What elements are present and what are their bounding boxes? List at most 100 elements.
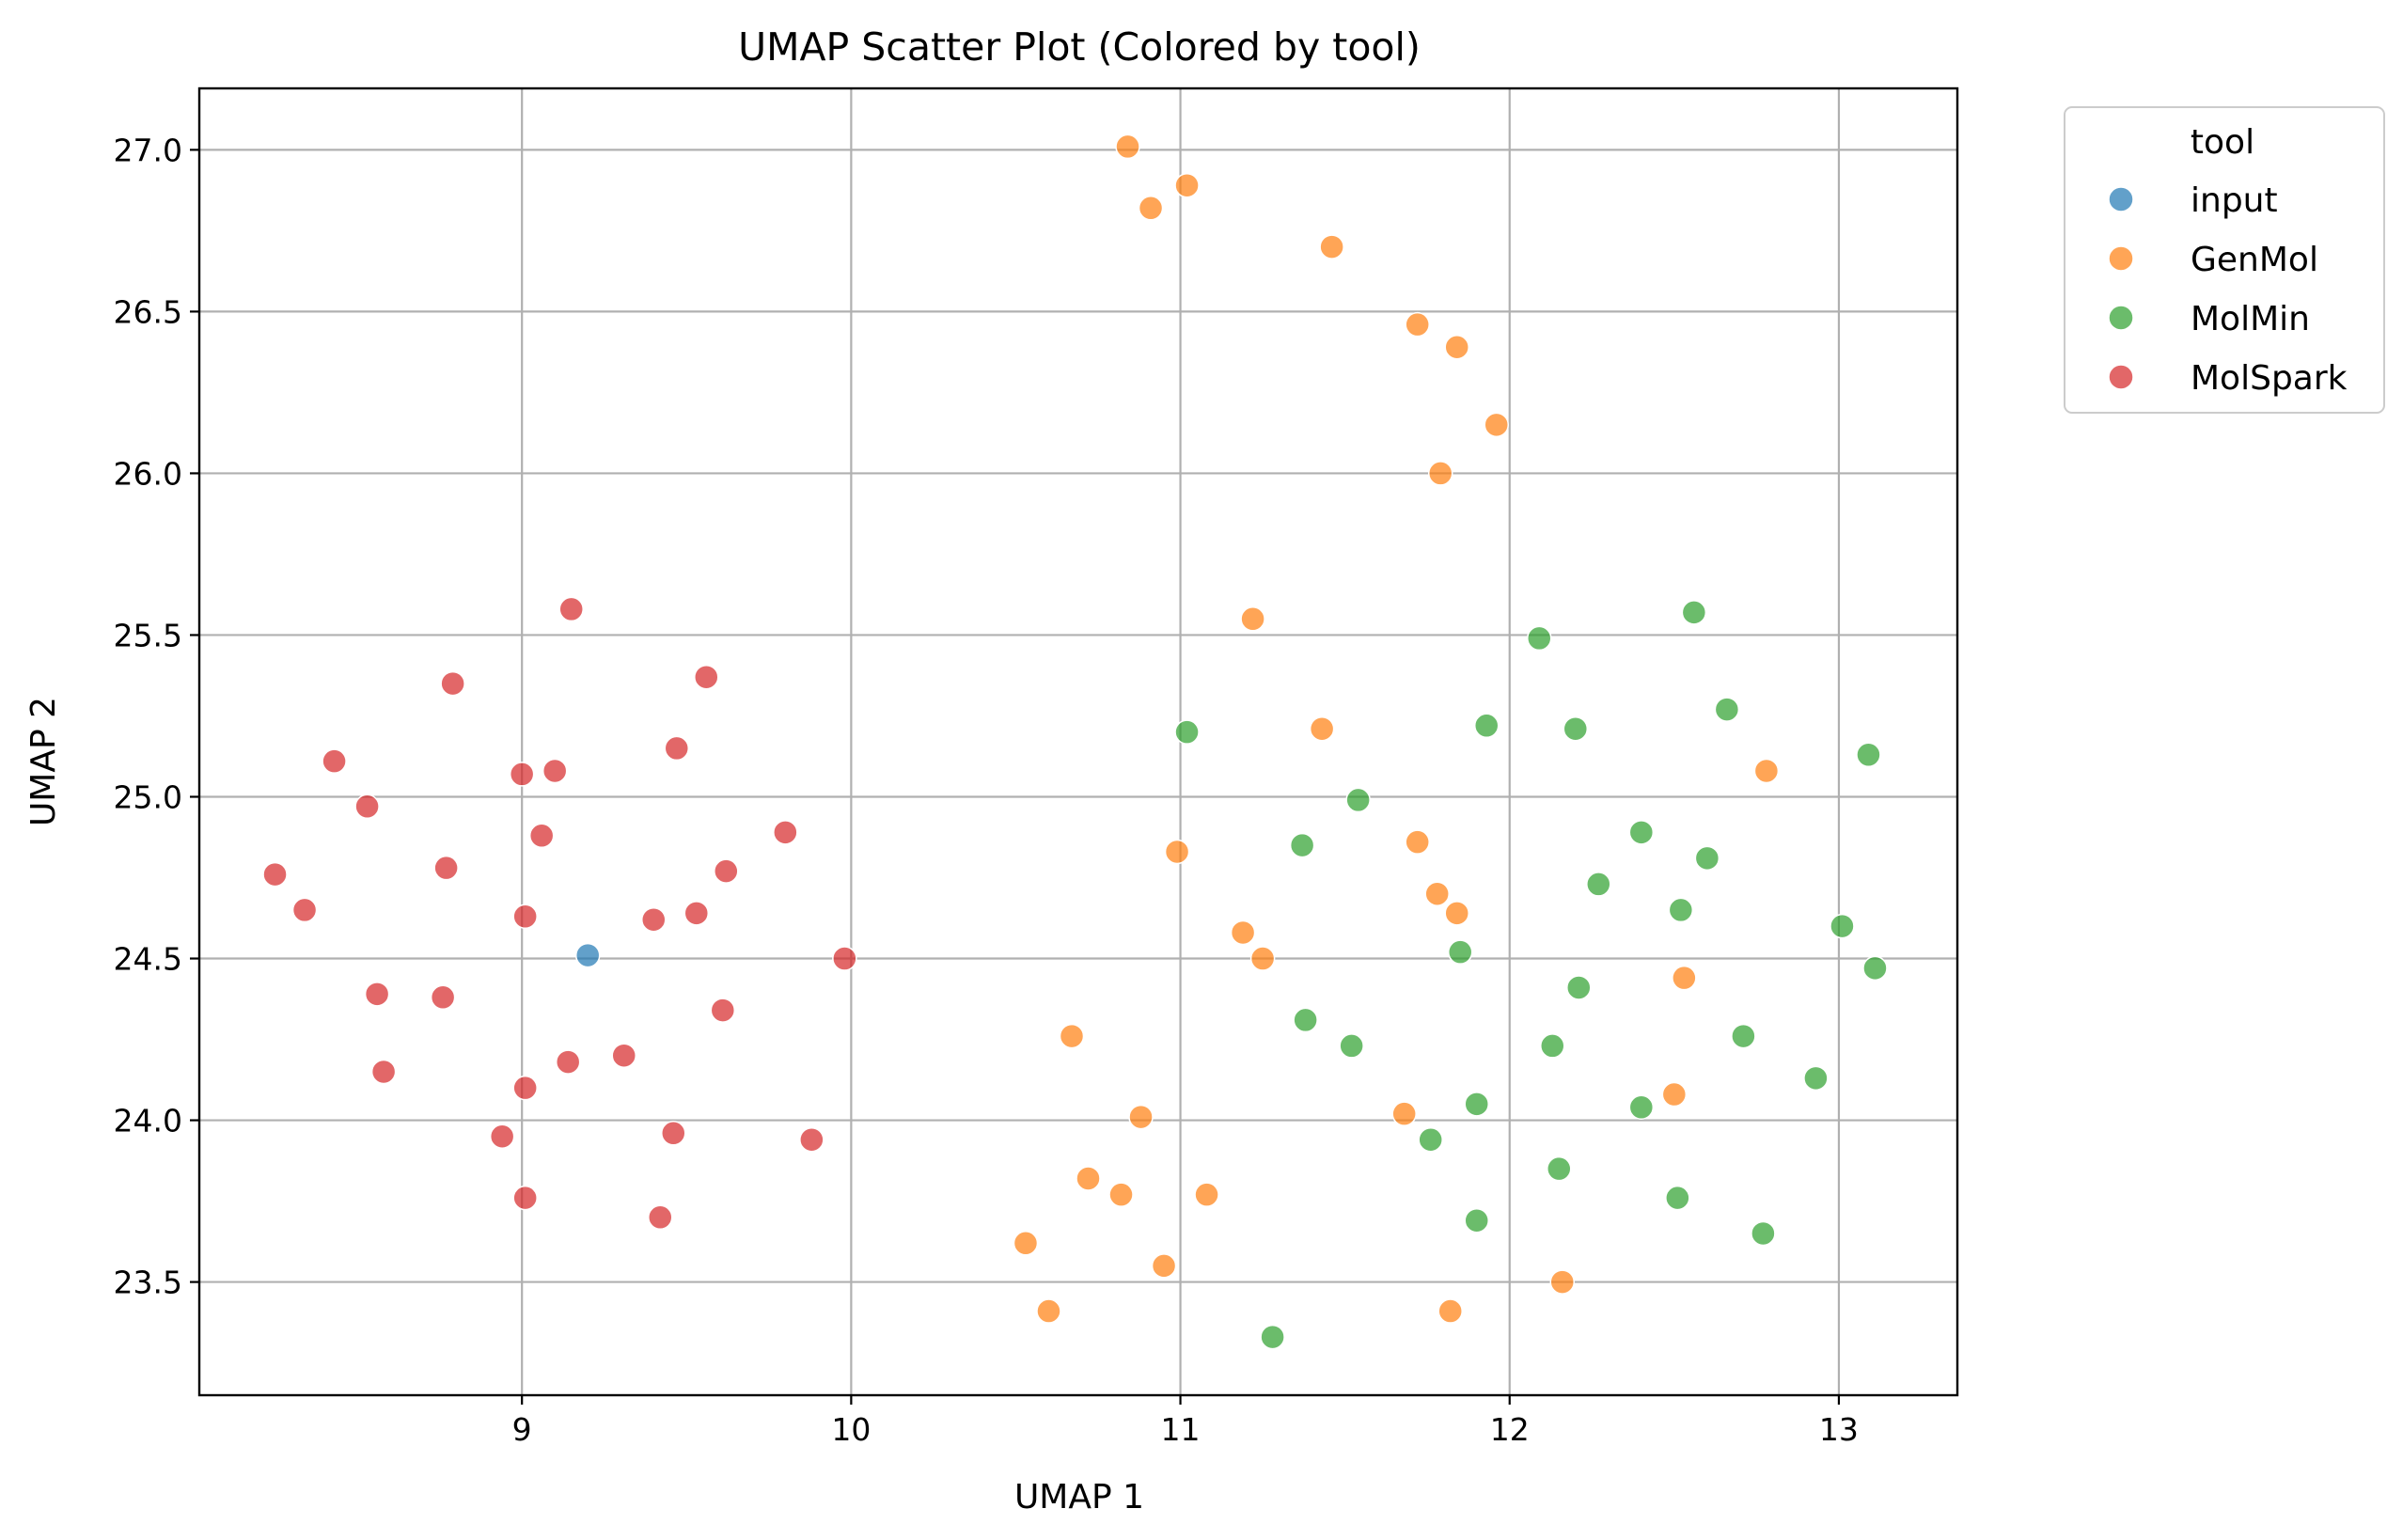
data-point	[1249, 946, 1276, 971]
data-point	[1464, 1092, 1489, 1117]
data-point	[1547, 1155, 1572, 1182]
legend-entry-molmin: MolMin	[2108, 300, 2310, 338]
x-tick-label: 9	[512, 1411, 532, 1448]
data-point	[1151, 1253, 1177, 1279]
data-point	[664, 735, 690, 762]
data-point	[710, 998, 736, 1023]
data-point	[1830, 913, 1855, 939]
data-point	[799, 1126, 825, 1153]
data-point	[1345, 787, 1371, 813]
data-point	[1391, 1101, 1417, 1126]
y-tick-label: 24.0	[114, 1103, 182, 1139]
series-molspark	[262, 596, 857, 1231]
data-point	[1753, 758, 1780, 784]
plot-frame	[197, 86, 1959, 1397]
data-point	[512, 1185, 538, 1211]
data-point	[1527, 625, 1552, 652]
y-axis-label: UMAP 2	[24, 697, 63, 826]
data-point	[1164, 839, 1190, 865]
data-point	[1059, 1023, 1085, 1049]
y-tick-label: 26.0	[114, 455, 182, 492]
data-point	[430, 984, 456, 1011]
data-point	[1665, 1185, 1690, 1211]
data-point	[489, 1124, 515, 1150]
legend-label: MolMin	[2191, 300, 2310, 338]
legend-label: GenMol	[2191, 241, 2318, 279]
x-tick-label: 13	[1819, 1411, 1859, 1448]
data-point	[291, 897, 318, 923]
data-point	[558, 596, 584, 622]
x-tick-label: 11	[1161, 1411, 1201, 1448]
y-tick-label: 24.5	[114, 941, 182, 978]
data-point	[1444, 901, 1469, 926]
data-point	[1260, 1324, 1285, 1350]
data-point	[683, 901, 710, 926]
legend-label: input	[2191, 181, 2278, 220]
legend-entry-input: input	[2108, 181, 2278, 220]
data-point	[1447, 939, 1473, 965]
legend-title: tool	[2191, 123, 2254, 162]
data-point	[1803, 1065, 1829, 1092]
data-point	[694, 664, 719, 690]
data-point	[1076, 1166, 1101, 1191]
data-point	[1289, 832, 1315, 858]
data-point	[512, 904, 538, 930]
legend-entry-genmol: GenMol	[2108, 241, 2318, 279]
data-point	[1437, 1298, 1463, 1324]
data-point	[574, 942, 601, 968]
data-point	[648, 1204, 673, 1231]
data-point	[1628, 1094, 1655, 1121]
data-point	[440, 670, 465, 697]
data-point	[1194, 1182, 1219, 1207]
y-tick-label: 27.0	[114, 132, 182, 168]
data-point	[1405, 311, 1430, 338]
x-axis-label: UMAP 1	[1014, 1478, 1144, 1516]
data-point	[1681, 600, 1707, 625]
points-layer	[262, 134, 1888, 1350]
grid-layer	[199, 88, 1957, 1395]
data-point	[1566, 975, 1592, 1000]
data-point	[1174, 719, 1200, 745]
data-point	[1751, 1220, 1776, 1247]
data-point	[322, 748, 347, 774]
data-point	[714, 858, 739, 884]
series-genmol	[1013, 134, 1780, 1324]
data-point	[370, 1059, 397, 1085]
ticks-layer: 9 10 11 12 13 23.5 24.0 24.5 25.0 25.5 26.0 26.5 27.…	[114, 132, 1859, 1448]
data-point	[1540, 1033, 1565, 1059]
data-point	[1293, 1007, 1318, 1033]
data-point	[1628, 820, 1655, 845]
y-tick-label: 23.5	[114, 1265, 182, 1301]
data-point	[1668, 897, 1694, 923]
y-tick-label: 26.5	[114, 293, 182, 330]
data-point	[1484, 412, 1509, 438]
data-point	[1473, 713, 1500, 739]
data-point	[542, 758, 568, 784]
data-point	[509, 762, 535, 787]
data-point	[1856, 742, 1881, 768]
data-point	[661, 1121, 686, 1146]
legend-entries: input GenMol MolMin MolSpark	[2108, 181, 2348, 398]
data-point	[512, 1075, 538, 1101]
data-point	[1563, 715, 1589, 742]
data-point	[1036, 1298, 1061, 1324]
data-point	[1424, 881, 1450, 906]
data-point	[773, 820, 798, 845]
legend-marker	[2108, 186, 2134, 212]
data-point	[1319, 234, 1344, 259]
legend-entry-molspark: MolSpark	[2108, 359, 2348, 398]
legend-marker	[2108, 305, 2134, 331]
data-point	[1230, 919, 1256, 946]
data-point	[832, 946, 857, 971]
data-point	[1405, 829, 1430, 855]
data-point	[1549, 1269, 1576, 1295]
chart-title: UMAP Scatter Plot (Colored by tool)	[738, 24, 1421, 70]
data-point	[262, 861, 288, 888]
y-tick-label: 25.5	[114, 617, 182, 653]
data-point	[1694, 845, 1720, 872]
data-point	[364, 982, 390, 1007]
data-point	[1464, 1207, 1489, 1234]
x-tick-label: 12	[1490, 1411, 1530, 1448]
